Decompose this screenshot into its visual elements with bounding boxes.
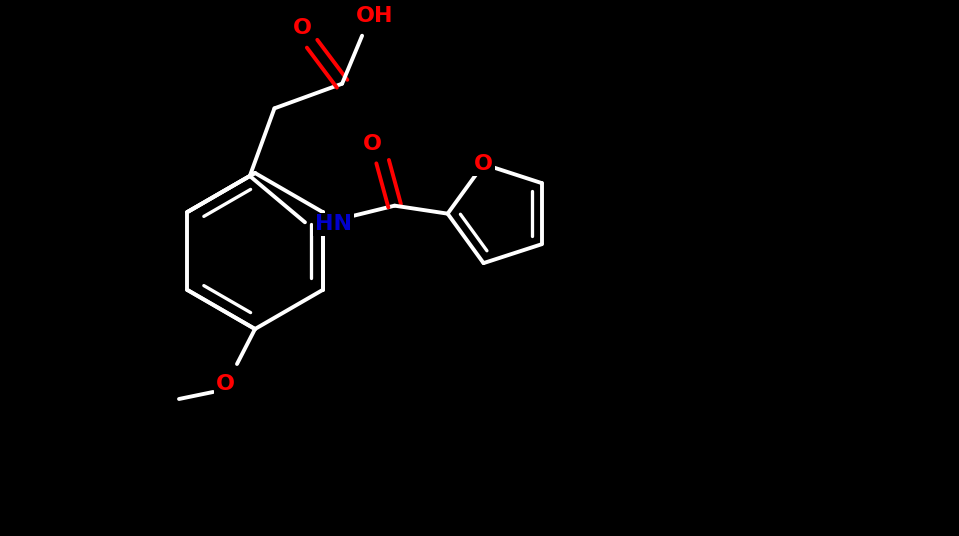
- Text: OH: OH: [357, 6, 394, 26]
- Text: O: O: [474, 154, 493, 174]
- Text: O: O: [363, 133, 382, 154]
- Text: HN: HN: [315, 214, 352, 234]
- Text: O: O: [216, 374, 235, 394]
- Text: O: O: [292, 18, 312, 38]
